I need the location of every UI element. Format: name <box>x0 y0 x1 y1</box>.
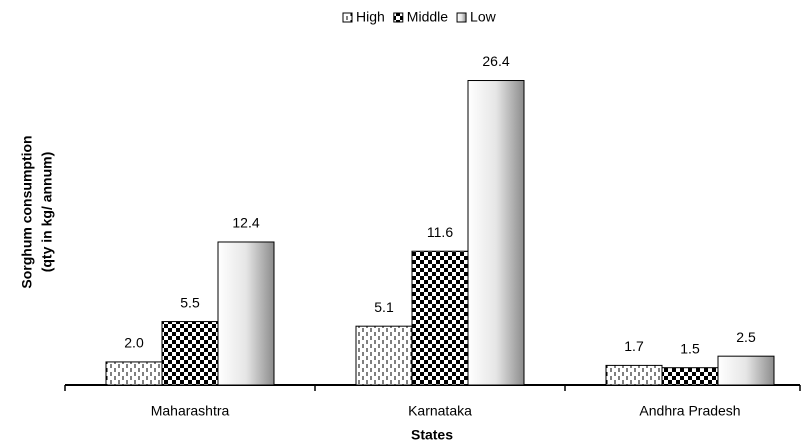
bar <box>105 361 163 386</box>
bar <box>217 241 275 386</box>
value-label: 1.5 <box>680 340 700 356</box>
value-label: 2.5 <box>736 329 756 345</box>
value-label: 12.4 <box>232 215 259 231</box>
value-label: 1.7 <box>624 338 644 354</box>
legend-swatch <box>456 12 467 23</box>
bar <box>161 321 219 386</box>
bar <box>355 325 413 386</box>
bar <box>717 355 775 386</box>
x-tick-label: Maharashtra <box>151 403 230 419</box>
y-axis-label: Sorghum consumption <box>19 135 35 288</box>
value-label: 2.0 <box>124 335 144 351</box>
bar <box>661 367 719 386</box>
x-axis-label: States <box>411 427 453 443</box>
legend-label: Low <box>470 9 497 25</box>
x-tick-label: Andhra Pradesh <box>639 403 740 419</box>
value-label: 5.5 <box>180 294 200 310</box>
legend-label: Middle <box>407 9 448 25</box>
legend-swatch <box>342 12 353 23</box>
bar <box>467 80 525 386</box>
value-label: 26.4 <box>482 53 509 69</box>
legend-swatch <box>393 12 404 23</box>
legend-label: High <box>356 9 385 25</box>
bar <box>411 250 469 386</box>
value-label: 5.1 <box>374 299 394 315</box>
bar <box>605 364 663 386</box>
y-axis-label: (qty in kg/ annum) <box>39 152 55 273</box>
value-label: 11.6 <box>427 224 453 240</box>
x-tick-label: Karnataka <box>408 403 472 419</box>
